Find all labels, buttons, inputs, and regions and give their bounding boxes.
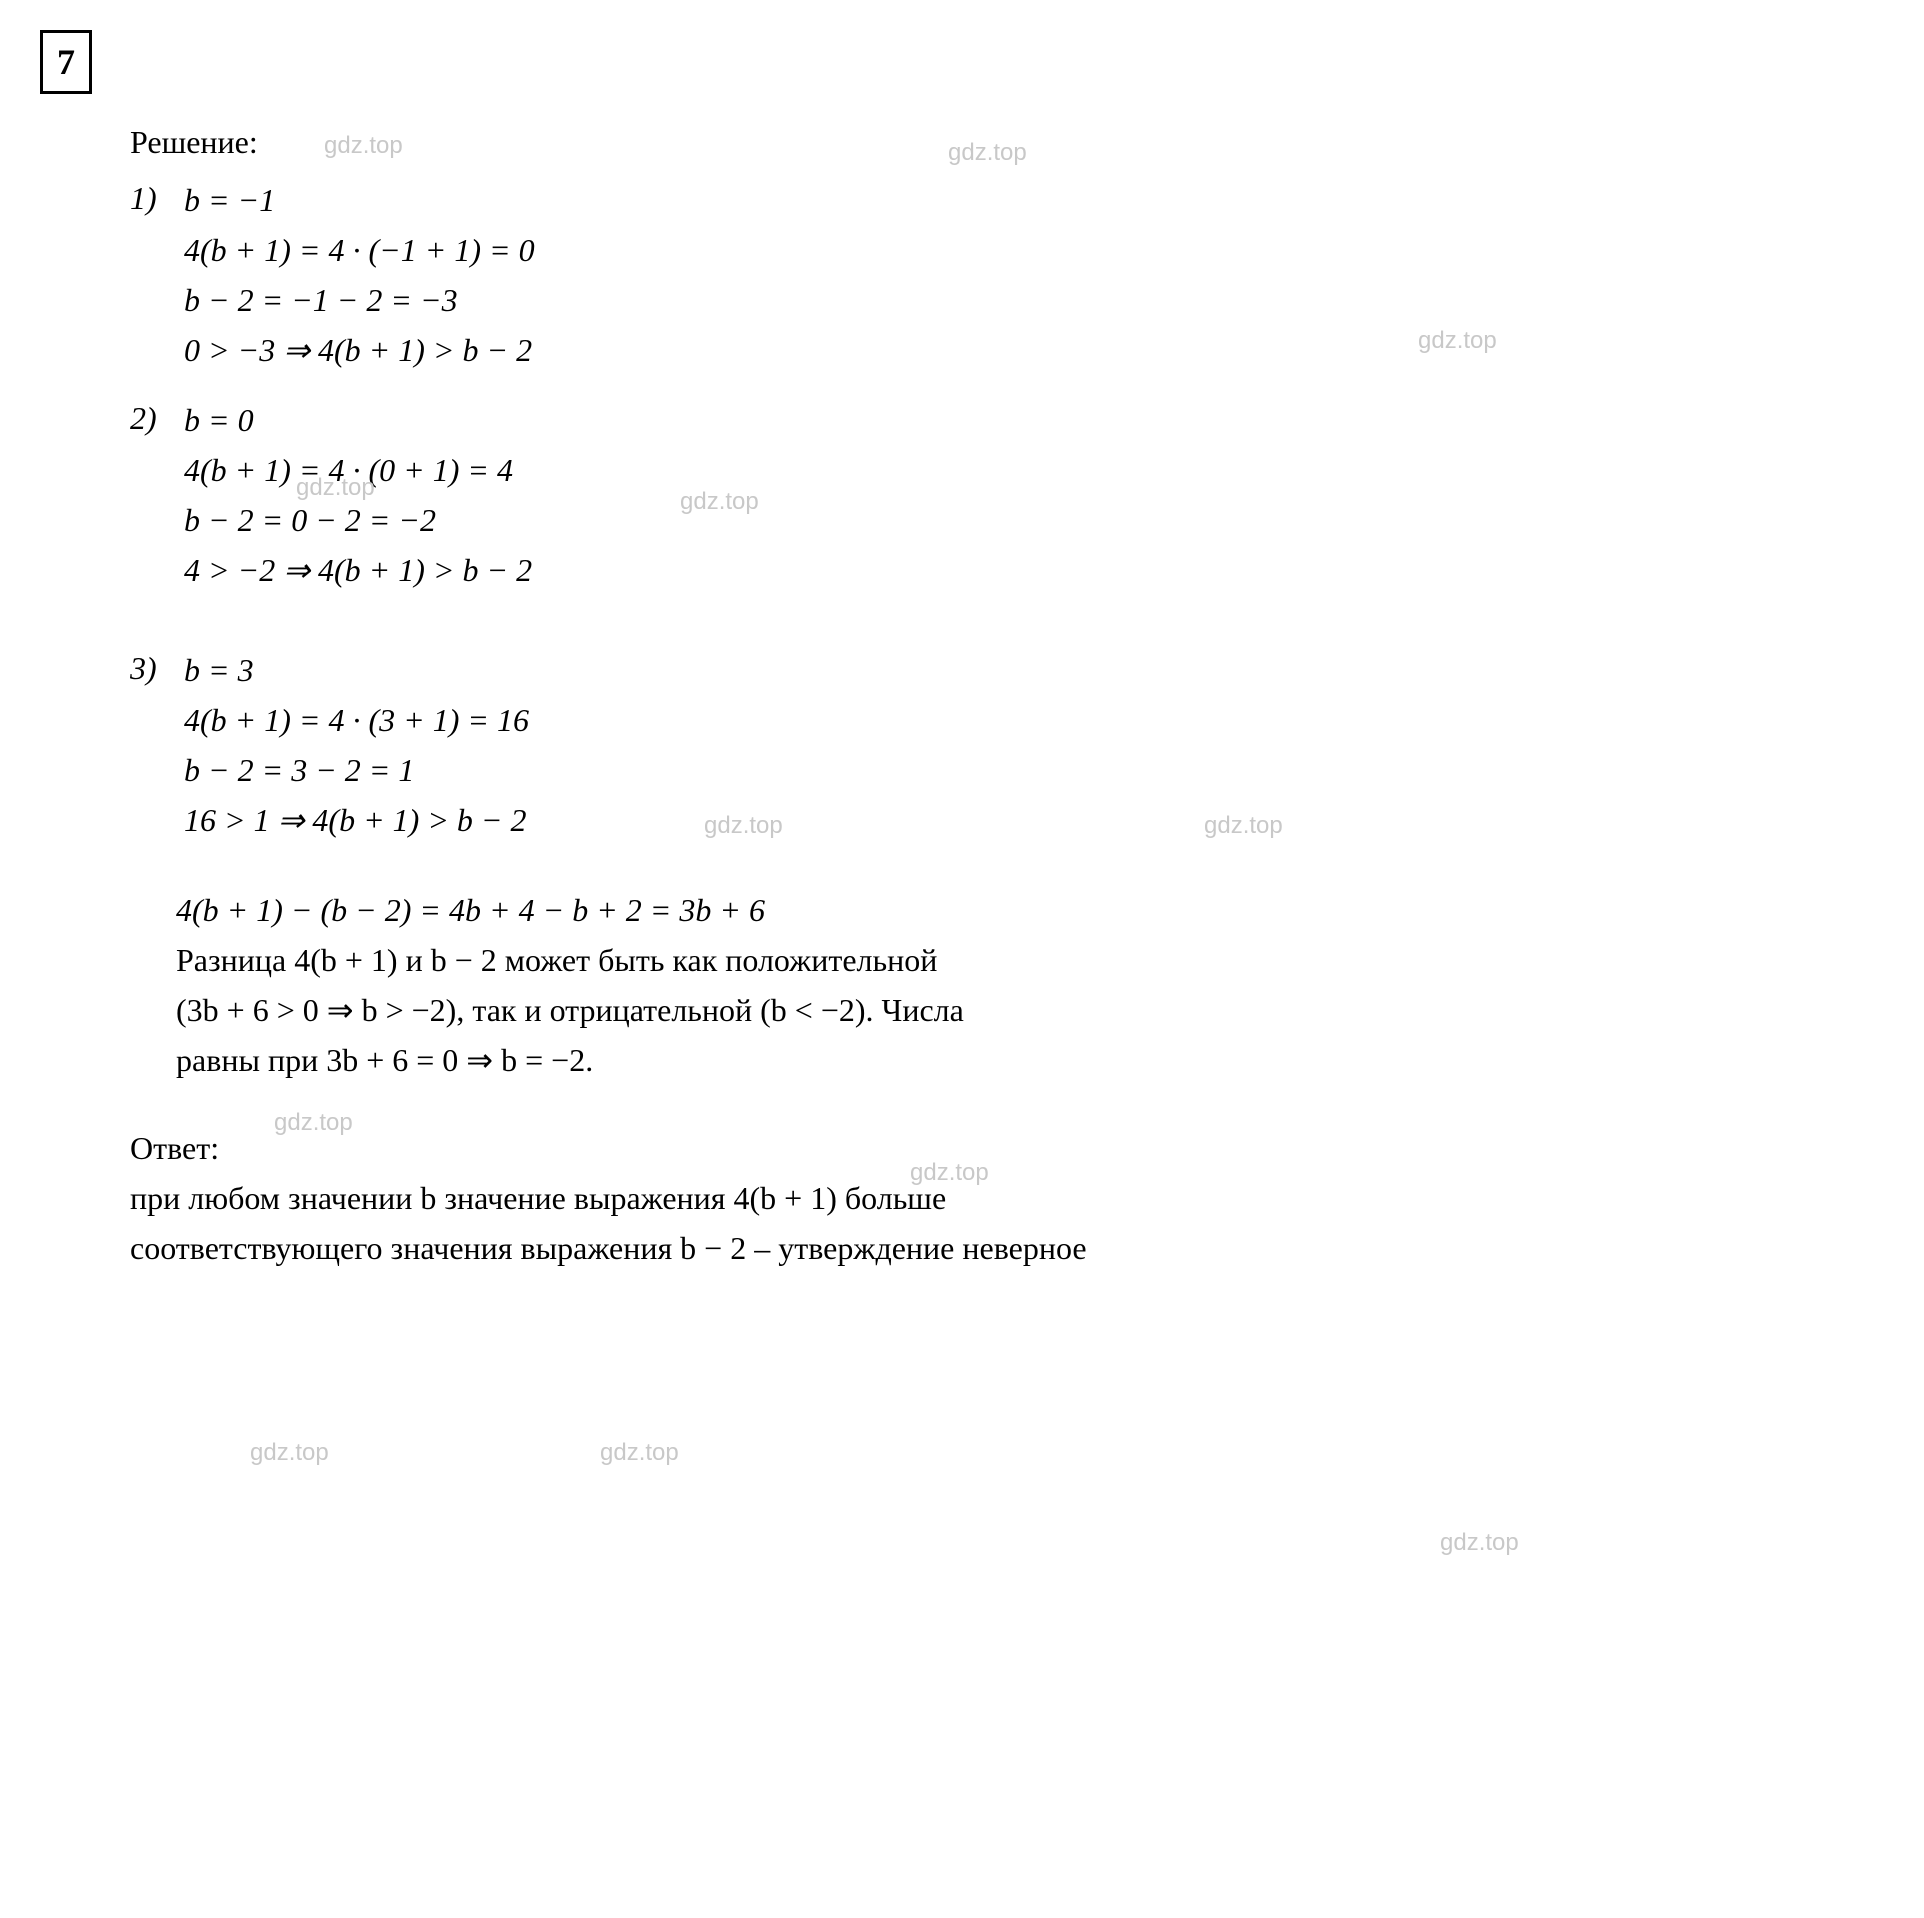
math-line: 4(b + 1) = 4 · (3 + 1) = 16	[184, 696, 529, 744]
watermark-text: gdz.top	[1440, 1525, 1519, 1561]
case-label: 2)	[130, 394, 176, 442]
math-line: b − 2 = 0 − 2 = −2	[184, 496, 532, 544]
math-line: 16 > 1 ⇒ 4(b + 1) > b − 2	[184, 796, 529, 844]
case-label: 1)	[130, 174, 176, 222]
math-line: 4(b + 1) − (b − 2) = 4b + 4 − b + 2 = 3b…	[176, 886, 1730, 934]
explanation-line: равны при 3b + 6 = 0 ⇒ b = −2.	[176, 1036, 1730, 1084]
case-block: 2) b = 0 4(b + 1) = 4 · (0 + 1) = 4 b − …	[130, 394, 1730, 596]
math-line: b = −1	[184, 176, 535, 224]
math-line: 4 > −2 ⇒ 4(b + 1) > b − 2	[184, 546, 532, 594]
answer-label: Ответ:	[130, 1124, 1884, 1172]
problem-number: 7	[40, 30, 92, 94]
answer-block: Ответ: при любом значении b значение выр…	[40, 1124, 1884, 1272]
math-line: b − 2 = −1 − 2 = −3	[184, 276, 535, 324]
solution-content: Решение: 1) b = −1 4(b + 1) = 4 · (−1 + …	[40, 118, 1730, 1084]
watermark-text: gdz.top	[250, 1435, 329, 1471]
derivation-block: 4(b + 1) − (b − 2) = 4b + 4 − b + 2 = 3b…	[130, 886, 1730, 1084]
case-block: 3) b = 3 4(b + 1) = 4 · (3 + 1) = 16 b −…	[130, 644, 1730, 846]
case-block: 1) b = −1 4(b + 1) = 4 · (−1 + 1) = 0 b …	[130, 174, 1730, 376]
explanation-line: (3b + 6 > 0 ⇒ b > −2), так и отрицательн…	[176, 986, 1730, 1034]
answer-line: соответствующего значения выражения b − …	[130, 1224, 1884, 1272]
math-line: b = 3	[184, 646, 529, 694]
explanation-line: Разница 4(b + 1) и b − 2 может быть как …	[176, 936, 1730, 984]
answer-line: при любом значении b значение выражения …	[130, 1174, 1884, 1222]
math-line: 0 > −3 ⇒ 4(b + 1) > b − 2	[184, 326, 535, 374]
math-line: b − 2 = 3 − 2 = 1	[184, 746, 529, 794]
watermark-text: gdz.top	[600, 1435, 679, 1471]
math-line: b = 0	[184, 396, 532, 444]
case-label: 3)	[130, 644, 176, 692]
math-line: 4(b + 1) = 4 · (0 + 1) = 4	[184, 446, 532, 494]
math-line: 4(b + 1) = 4 · (−1 + 1) = 0	[184, 226, 535, 274]
solution-heading: Решение:	[130, 118, 1730, 166]
